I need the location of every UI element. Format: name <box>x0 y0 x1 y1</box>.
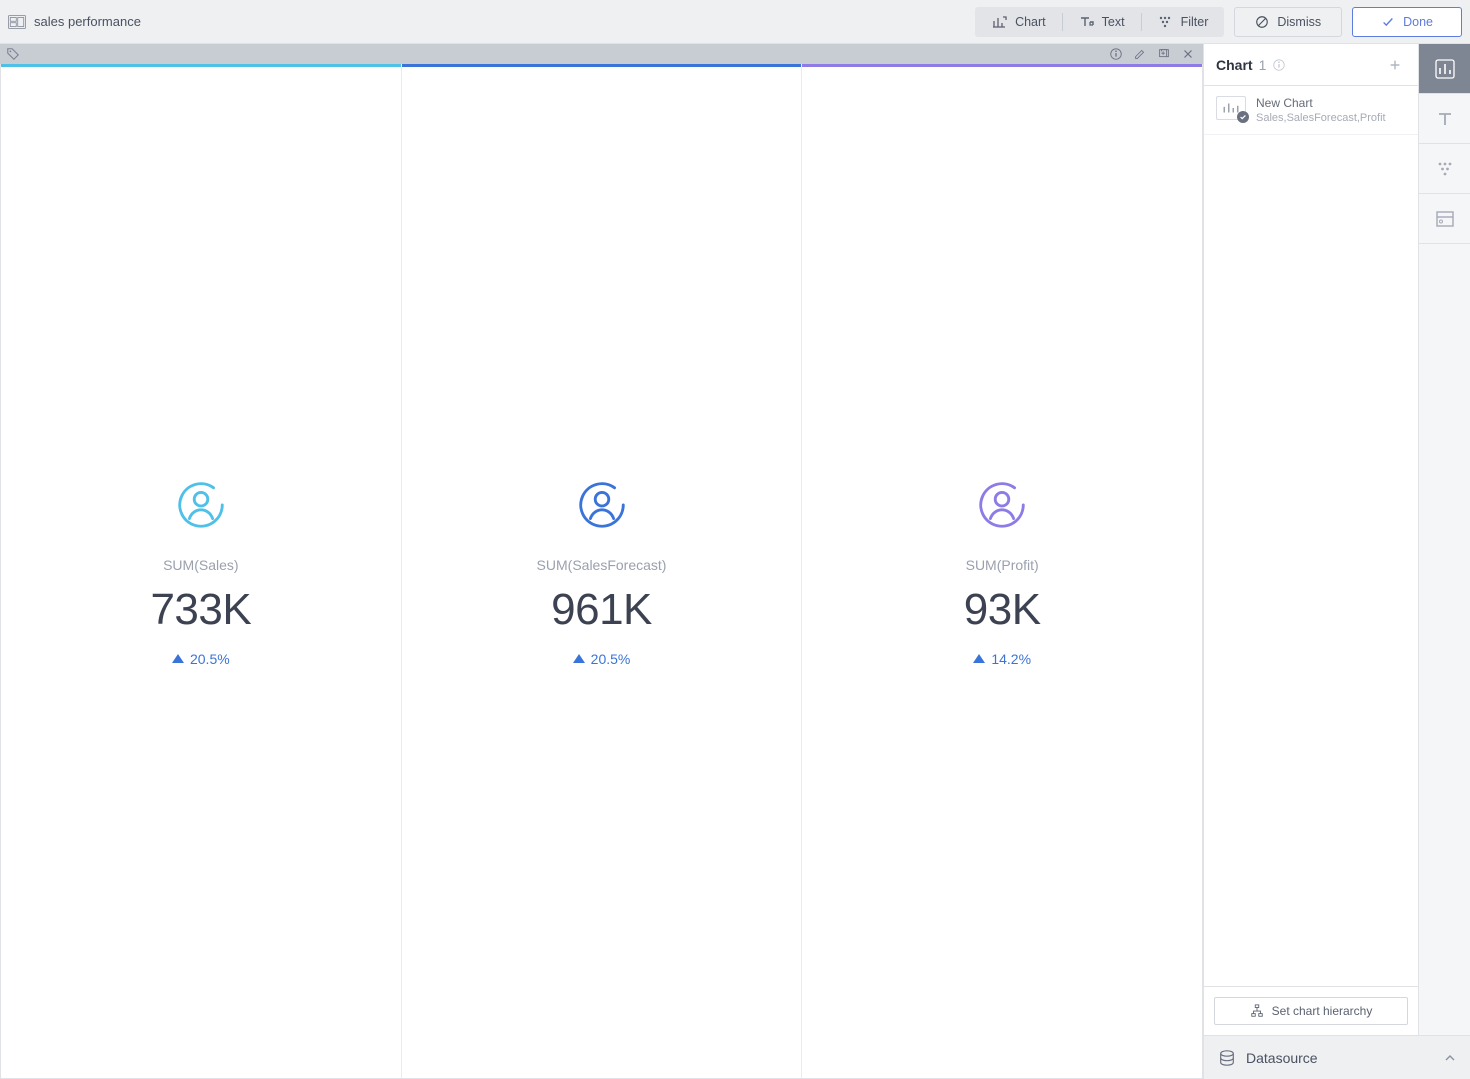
kpi-delta: 20.5% <box>573 651 631 667</box>
topbar: sales performance Chart Text Filter Dism… <box>0 0 1470 44</box>
chart-panel-count: 1 <box>1259 57 1267 73</box>
insert-chart-label: Chart <box>1015 15 1046 29</box>
set-chart-hierarchy-label: Set chart hierarchy <box>1272 1004 1373 1018</box>
datasource-toggle[interactable]: Datasource <box>1204 1035 1470 1079</box>
chart-tab-icon <box>1435 59 1455 79</box>
kpi-delta-value: 20.5% <box>190 651 230 667</box>
layout-tab-icon <box>1435 209 1455 229</box>
chevron-up-icon <box>1444 1052 1456 1064</box>
dismiss-label: Dismiss <box>1277 15 1321 29</box>
kpi-value: 93K <box>964 585 1041 635</box>
insert-filter-label: Filter <box>1181 15 1209 29</box>
check-icon <box>1381 15 1395 29</box>
chart-icon <box>991 14 1007 30</box>
chart-duplicate-button[interactable] <box>1153 45 1175 63</box>
kpi-card: SUM(SalesForecast) 961K 20.5% <box>402 64 803 1078</box>
side-tab-strip <box>1418 44 1470 1035</box>
kpi-accent <box>402 64 802 67</box>
kpi-value: 961K <box>551 585 652 635</box>
chart-edit-button[interactable] <box>1129 45 1151 63</box>
side-panel: Chart 1 New Chart Sales,SalesForecast,Pr… <box>1203 44 1470 1079</box>
side-tab-filter[interactable] <box>1419 144 1470 194</box>
dismiss-icon <box>1255 15 1269 29</box>
datasource-icon <box>1218 1049 1236 1067</box>
kpi-label: SUM(Profit) <box>966 557 1039 573</box>
chart-info-button[interactable] <box>1105 45 1127 63</box>
kpi-label: SUM(SalesForecast) <box>537 557 667 573</box>
chart-thumb-icon <box>1216 96 1246 120</box>
trend-up-icon <box>172 654 184 663</box>
text-icon <box>1078 14 1094 30</box>
side-tab-chart[interactable] <box>1419 44 1470 94</box>
kpi-delta: 14.2% <box>973 651 1031 667</box>
kpi-card: SUM(Sales) 733K 20.5% <box>1 64 402 1078</box>
insert-text-button[interactable]: Text <box>1062 7 1141 37</box>
trend-up-icon <box>973 654 985 663</box>
side-tab-text[interactable] <box>1419 94 1470 144</box>
kpi-delta-value: 14.2% <box>991 651 1031 667</box>
dismiss-button[interactable]: Dismiss <box>1234 7 1342 37</box>
chart-panel-title: Chart <box>1216 57 1253 73</box>
tag-icon[interactable] <box>6 47 20 61</box>
kpi-value: 733K <box>150 585 251 635</box>
kpi-delta-value: 20.5% <box>591 651 631 667</box>
person-circle-icon <box>172 476 230 539</box>
canvas-header <box>0 44 1203 64</box>
person-circle-icon <box>973 476 1031 539</box>
kpi-delta: 20.5% <box>172 651 230 667</box>
filter-tab-icon <box>1435 159 1455 179</box>
kpi-card: SUM(Profit) 93K 14.2% <box>802 64 1202 1078</box>
kpi-accent <box>802 64 1202 67</box>
side-tab-layout[interactable] <box>1419 194 1470 244</box>
done-label: Done <box>1403 15 1433 29</box>
chart-list-item[interactable]: New Chart Sales,SalesForecast,Profit <box>1204 86 1418 135</box>
dashboard-icon <box>8 15 26 29</box>
hierarchy-icon <box>1250 1004 1264 1018</box>
done-button[interactable]: Done <box>1352 7 1462 37</box>
datasource-label: Datasource <box>1246 1050 1434 1066</box>
insert-chart-button[interactable]: Chart <box>975 7 1062 37</box>
kpi-chart[interactable]: SUM(Sales) 733K 20.5% SUM(SalesForecast)… <box>0 64 1203 1079</box>
check-badge-icon <box>1237 111 1249 123</box>
person-circle-icon <box>573 476 631 539</box>
insert-filter-button[interactable]: Filter <box>1141 7 1225 37</box>
insert-text-label: Text <box>1102 15 1125 29</box>
add-chart-button[interactable] <box>1384 54 1406 76</box>
dashboard-title: sales performance <box>34 14 141 29</box>
set-chart-hierarchy-button[interactable]: Set chart hierarchy <box>1214 997 1408 1025</box>
chart-item-subtitle: Sales,SalesForecast,Profit <box>1256 112 1386 124</box>
kpi-accent <box>1 64 401 67</box>
chart-item-title: New Chart <box>1256 96 1386 110</box>
canvas-column: SUM(Sales) 733K 20.5% SUM(SalesForecast)… <box>0 44 1203 1079</box>
chart-panel-header: Chart 1 <box>1204 44 1418 86</box>
filter-icon <box>1157 14 1173 30</box>
text-tab-icon <box>1435 109 1455 129</box>
chart-close-button[interactable] <box>1177 45 1199 63</box>
info-icon[interactable] <box>1272 58 1286 72</box>
trend-up-icon <box>573 654 585 663</box>
kpi-label: SUM(Sales) <box>163 557 238 573</box>
insert-tool-group: Chart Text Filter <box>975 7 1224 37</box>
